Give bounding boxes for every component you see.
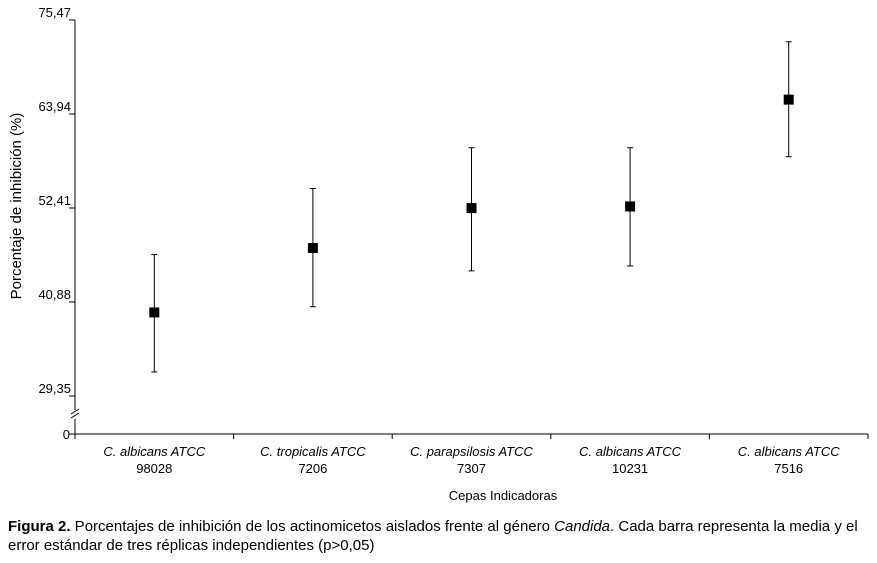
x-tick-label-line2: 7307 <box>457 461 486 476</box>
x-tick-label-line1: C. albicans ATCC <box>103 444 205 459</box>
caption-lead: Figura 2. <box>8 518 71 535</box>
x-tick-label-line2: 7516 <box>774 461 803 476</box>
y-axis-label: Porcentaje de inhibición (%) <box>8 113 25 300</box>
x-tick-label-line1: C. albicans ATCC <box>738 444 840 459</box>
caption-text-before: Porcentajes de inhibición de los actinom… <box>70 518 555 535</box>
chart-axes <box>70 20 868 435</box>
y-axis-ticks: 75,47 63,94 52,41 40,88 29,35 0 <box>38 5 75 442</box>
x-tick-label-line1: C. albicans ATCC <box>579 444 681 459</box>
x-tick-label-line2: 98028 <box>136 461 172 476</box>
x-tick-label-line1: C. tropicalis ATCC <box>260 444 366 459</box>
x-axis-tick-labels: C. albicans ATCC 98028 C. tropicalis ATCC 7… <box>74 434 869 476</box>
y-tick-label: 52,41 <box>38 193 71 208</box>
data-point <box>783 94 794 105</box>
axis-break-mark <box>70 412 80 419</box>
data-points <box>149 94 794 318</box>
caption-italic: Candida <box>554 518 611 535</box>
y-tick-label: 75,47 <box>38 5 71 20</box>
y-tick-label: 40,88 <box>38 287 71 302</box>
chart-area: 75,47 63,94 52,41 40,88 29,35 0 C. albicans A… <box>8 5 869 503</box>
y-tick-label: 63,94 <box>38 99 71 114</box>
y-tick-label: 29,35 <box>38 381 71 396</box>
data-point <box>466 203 477 214</box>
data-point <box>149 307 160 318</box>
data-point <box>307 243 318 254</box>
figure-caption: Figura 2. Porcentajes de inhibición de l… <box>8 517 870 555</box>
axis-break-mark <box>70 408 80 415</box>
x-tick-label-line2: 7206 <box>298 461 327 476</box>
caption-text-after: . Cada barra representa la media y el er… <box>8 518 858 554</box>
x-tick-label-line2: 10231 <box>612 461 648 476</box>
y-tick-label: 0 <box>63 427 70 442</box>
x-axis-label: Cepas Indicadoras <box>449 488 558 503</box>
x-tick-label-line1: C. parapsilosis ATCC <box>410 444 533 459</box>
data-point <box>625 201 636 212</box>
